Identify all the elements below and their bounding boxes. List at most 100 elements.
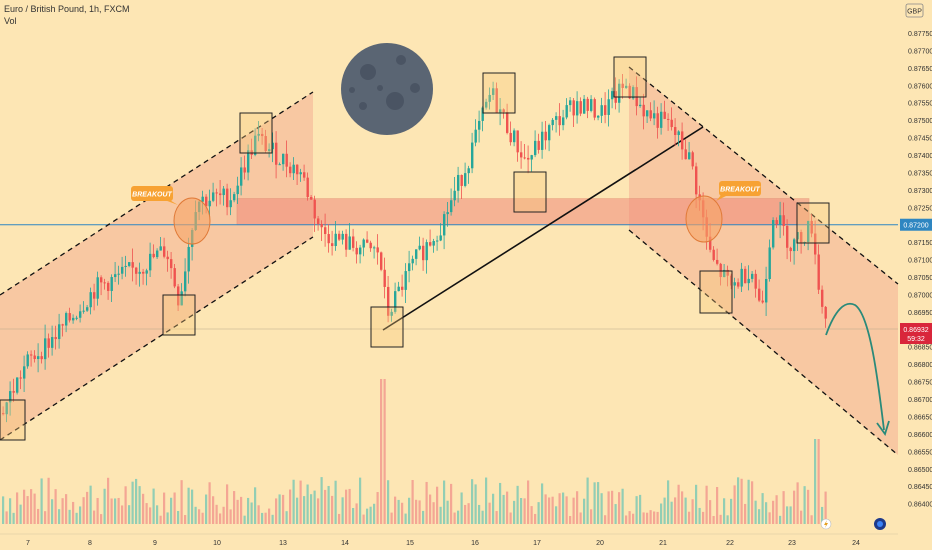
candle-body bbox=[803, 241, 806, 243]
candle-body bbox=[184, 271, 187, 292]
volume-bar bbox=[121, 505, 124, 524]
volume-bar bbox=[425, 481, 428, 524]
x-tick-label: 8 bbox=[88, 540, 92, 547]
candle-body bbox=[642, 104, 645, 117]
symbol-title: Euro / British Pound, 1h, FXCM bbox=[4, 4, 130, 14]
candle-body bbox=[254, 135, 257, 155]
candle-body bbox=[744, 268, 747, 284]
volume-bar bbox=[646, 512, 649, 524]
volume-bar bbox=[607, 491, 610, 524]
volume-bar bbox=[348, 488, 351, 524]
candle-body bbox=[5, 402, 8, 415]
candle-body bbox=[383, 269, 386, 287]
moon-crater bbox=[410, 83, 420, 93]
candle-body bbox=[271, 142, 274, 150]
candle-body bbox=[415, 249, 418, 259]
y-tick-label: 0.87750 bbox=[908, 31, 932, 38]
candle-body bbox=[110, 277, 113, 291]
volume-bar bbox=[586, 477, 589, 524]
volume-bar bbox=[131, 481, 134, 524]
volume-bar bbox=[124, 486, 127, 524]
candle-body bbox=[369, 242, 372, 249]
volume-bar bbox=[768, 512, 771, 524]
volume-bar bbox=[492, 493, 495, 524]
candle-body bbox=[23, 366, 26, 379]
candle-body bbox=[474, 129, 477, 143]
candle-body bbox=[537, 140, 540, 150]
volume-bar bbox=[114, 498, 117, 524]
volume-bar bbox=[457, 510, 460, 524]
y-tick-label: 0.86950 bbox=[908, 310, 932, 317]
candle-body bbox=[327, 234, 330, 244]
volume-bar bbox=[79, 506, 82, 524]
volume-bar bbox=[744, 503, 747, 524]
volume-bar bbox=[562, 492, 565, 524]
candle-body bbox=[117, 273, 120, 275]
candle-body bbox=[268, 149, 271, 151]
candle-body bbox=[569, 100, 572, 106]
volume-bar bbox=[366, 508, 369, 524]
candle-body bbox=[793, 239, 796, 252]
volume-bar bbox=[261, 512, 264, 524]
candle-body bbox=[261, 133, 264, 137]
volume-bar bbox=[782, 491, 785, 524]
candle-body bbox=[527, 157, 530, 160]
candle-body bbox=[509, 132, 512, 143]
candle-body bbox=[436, 240, 439, 242]
candle-body bbox=[320, 224, 323, 228]
candle-body bbox=[89, 292, 92, 308]
volume-bar bbox=[740, 478, 743, 524]
volume-bar bbox=[44, 511, 47, 524]
candle-body bbox=[222, 188, 225, 196]
candle-body bbox=[712, 249, 715, 260]
volume-bar bbox=[110, 498, 113, 524]
candle-body bbox=[243, 167, 246, 173]
candle-body bbox=[278, 164, 281, 166]
moon-crater bbox=[377, 85, 383, 91]
candle-body bbox=[394, 291, 397, 312]
volume-bar bbox=[208, 482, 211, 524]
volume-bar bbox=[702, 511, 705, 524]
key-level-tag bbox=[900, 218, 932, 231]
x-tick-label: 24 bbox=[852, 540, 860, 547]
volume-bar bbox=[712, 515, 715, 524]
x-tick-label: 16 bbox=[471, 540, 479, 547]
candle-body bbox=[226, 188, 229, 208]
volume-bar bbox=[555, 506, 558, 524]
candle-body bbox=[16, 377, 19, 393]
volume-bar bbox=[737, 477, 740, 524]
candle-body bbox=[516, 130, 519, 153]
volume-bar bbox=[516, 485, 519, 524]
volume-bar bbox=[229, 509, 232, 524]
volume-bar bbox=[37, 508, 40, 524]
ascending-channel-fill bbox=[0, 92, 313, 440]
candle-body bbox=[786, 225, 789, 248]
candle-body bbox=[303, 172, 306, 178]
candle-body bbox=[674, 127, 677, 136]
moon-crater bbox=[396, 55, 406, 65]
candle-body bbox=[72, 317, 75, 321]
candle-body bbox=[219, 193, 222, 196]
y-tick-label: 0.86550 bbox=[908, 449, 932, 456]
volume-bar bbox=[96, 497, 99, 524]
volume-bar bbox=[775, 495, 778, 524]
breakout-label-right-box bbox=[719, 181, 761, 196]
candle-body bbox=[821, 289, 824, 307]
candle-body bbox=[37, 356, 40, 360]
candle-body bbox=[488, 94, 491, 102]
volume-bar bbox=[429, 494, 432, 524]
candle-body bbox=[240, 167, 243, 186]
y-tick-label: 0.87300 bbox=[908, 188, 932, 195]
candle-body bbox=[530, 155, 533, 160]
volume-bar bbox=[198, 509, 201, 524]
candle-body bbox=[317, 218, 320, 225]
volume-bar bbox=[226, 484, 229, 524]
y-tick-label: 0.87550 bbox=[908, 101, 932, 108]
volume-bar bbox=[821, 506, 824, 524]
y-tick-label: 0.87000 bbox=[908, 292, 932, 299]
y-tick-label: 0.87500 bbox=[908, 118, 932, 125]
x-tick-label: 15 bbox=[406, 540, 414, 547]
candle-body bbox=[187, 246, 190, 272]
